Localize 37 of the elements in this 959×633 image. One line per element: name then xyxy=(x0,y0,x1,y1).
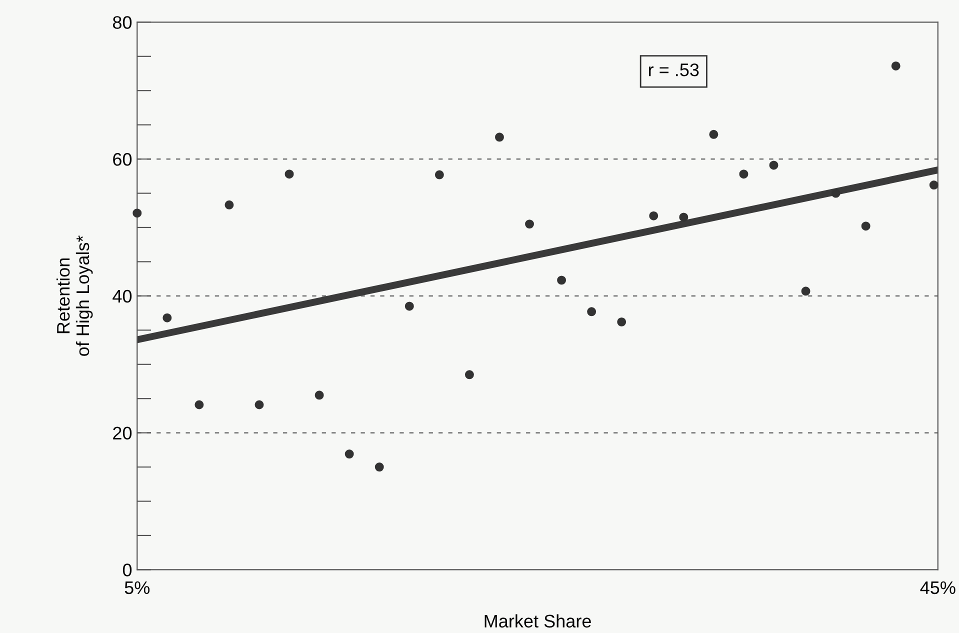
point xyxy=(194,400,204,410)
point xyxy=(254,400,264,410)
y-tick-label: 20 xyxy=(113,426,132,440)
point xyxy=(617,317,626,326)
point xyxy=(374,462,384,472)
y-tick-label: 0 xyxy=(122,564,132,576)
point xyxy=(404,302,414,311)
point xyxy=(891,61,900,70)
x-tick-label: 5% xyxy=(124,581,150,594)
point xyxy=(344,450,354,459)
point xyxy=(769,160,778,170)
point xyxy=(525,220,534,229)
point xyxy=(739,170,748,179)
x-axis-title: Market Share xyxy=(484,614,591,628)
point xyxy=(132,208,142,218)
point xyxy=(224,200,234,210)
point xyxy=(831,188,840,198)
y-tick-label: 60 xyxy=(113,152,132,166)
point xyxy=(801,286,810,296)
point xyxy=(679,212,688,222)
point xyxy=(494,132,504,142)
point xyxy=(649,211,658,220)
y-axis-title: Retention of High Loyals* xyxy=(56,235,93,356)
point xyxy=(861,222,870,231)
point xyxy=(709,130,718,139)
point xyxy=(284,170,294,179)
y-tick-label: 80 xyxy=(112,16,132,29)
point xyxy=(557,276,566,285)
point xyxy=(464,370,474,380)
point xyxy=(587,307,596,316)
point xyxy=(314,390,324,400)
point xyxy=(929,180,938,190)
y-tick-label: 40 xyxy=(112,290,132,303)
x-tick-label: 45% xyxy=(920,581,956,594)
annotation: r = .53 xyxy=(649,63,699,76)
point xyxy=(162,313,172,322)
point xyxy=(434,170,444,180)
